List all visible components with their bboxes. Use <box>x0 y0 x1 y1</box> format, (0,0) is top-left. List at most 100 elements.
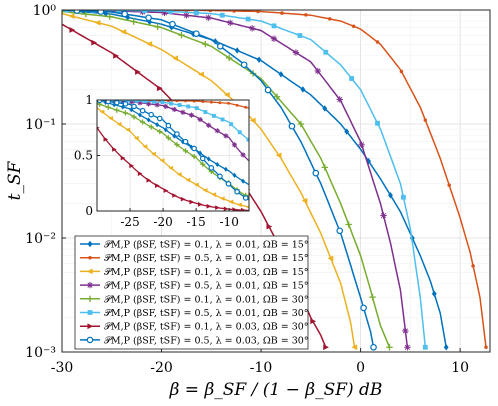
data-point <box>310 318 317 325</box>
inset-series-markers-6 <box>100 100 249 142</box>
data-point <box>160 100 165 105</box>
data-point <box>163 188 169 193</box>
data-point <box>388 192 393 199</box>
data-point <box>177 103 182 107</box>
data-point <box>191 145 197 152</box>
data-point <box>103 137 109 142</box>
data-point <box>323 344 329 351</box>
data-point <box>216 42 224 50</box>
data-point <box>312 169 320 177</box>
data-point <box>225 181 232 187</box>
data-point <box>240 61 248 69</box>
data-point <box>300 86 306 93</box>
data-point <box>134 100 139 103</box>
data-point <box>113 53 119 59</box>
data-point <box>380 212 387 219</box>
data-point <box>327 255 334 262</box>
data-point <box>270 35 278 42</box>
x-tick-label: -10 <box>250 360 273 376</box>
main-series <box>62 10 488 351</box>
data-point <box>322 105 328 112</box>
legend-label: 𝒫M,P (βSF, tSF) = 0.1, λ = 0.03, ΩB = 30… <box>104 322 309 333</box>
data-point <box>129 163 134 169</box>
data-point <box>399 69 404 74</box>
data-point <box>211 192 217 197</box>
data-point <box>116 121 122 127</box>
data-point <box>198 202 203 207</box>
series-3 <box>62 12 358 351</box>
data-point <box>301 197 308 204</box>
data-point <box>73 10 81 14</box>
data-point <box>177 172 182 177</box>
data-point <box>138 112 142 118</box>
data-point <box>223 206 229 211</box>
data-point <box>345 221 352 228</box>
data-point <box>202 187 208 193</box>
data-point <box>105 100 112 105</box>
data-point <box>224 92 230 98</box>
data-point <box>159 158 165 163</box>
legend-item: 𝒫M,P (βSF, tSF) = 0.5, λ = 0.01, ΩB = 30… <box>80 308 309 319</box>
data-point <box>166 100 170 103</box>
y-tick-label: 10⁻³ <box>25 345 56 361</box>
data-point <box>182 148 189 154</box>
y-tick-label: 10⁻² <box>25 231 56 247</box>
legend-items: 𝒫M,P (βSF, tSF) = 0.1, λ = 0.01, ΩB = 15… <box>80 240 309 346</box>
data-point <box>163 127 168 133</box>
data-point <box>140 119 146 125</box>
legend-label: 𝒫M,P (βSF, tSF) = 0.5, λ = 0.03, ΩB = 30… <box>104 335 309 346</box>
data-point <box>275 152 282 159</box>
inset-series-markers-7 <box>97 126 246 211</box>
data-point <box>151 151 156 157</box>
data-point <box>206 156 211 162</box>
data-point <box>443 344 449 351</box>
data-point <box>148 111 155 118</box>
data-point <box>114 107 120 113</box>
data-point <box>351 24 356 29</box>
legend-marker <box>86 281 94 289</box>
legend-item: 𝒫M,P (βSF, tSF) = 0.1, λ = 0.03, ΩB = 15… <box>80 267 309 278</box>
data-point <box>69 27 76 33</box>
data-point <box>264 86 272 94</box>
data-point <box>116 10 122 13</box>
data-point <box>205 14 212 21</box>
data-point <box>401 194 406 200</box>
data-point <box>157 128 163 135</box>
legend-marker <box>88 255 92 260</box>
data-point <box>134 135 139 141</box>
data-point <box>208 10 213 13</box>
data-point <box>232 172 237 178</box>
data-point <box>182 138 189 145</box>
data-point <box>120 104 125 110</box>
data-point <box>120 28 127 35</box>
data-point <box>349 76 355 81</box>
inset-x-tick-label: -20 <box>153 215 172 229</box>
data-point <box>471 264 475 268</box>
data-point <box>484 345 488 350</box>
data-point <box>212 113 216 118</box>
data-point <box>431 290 437 297</box>
data-point <box>163 103 169 110</box>
data-point <box>168 10 173 14</box>
data-point <box>227 101 230 105</box>
data-point <box>62 10 66 15</box>
data-point <box>175 100 179 103</box>
data-point <box>121 10 129 18</box>
data-point <box>135 69 141 75</box>
data-point <box>223 166 228 172</box>
data-point <box>172 55 179 62</box>
data-point <box>375 40 380 44</box>
data-point <box>248 25 256 32</box>
data-point <box>297 120 305 128</box>
data-point <box>146 177 152 183</box>
inset-x-tick-label: -10 <box>220 215 239 229</box>
data-point <box>245 205 249 209</box>
data-point <box>145 14 152 22</box>
data-point <box>172 193 177 198</box>
legend-marker <box>87 323 94 330</box>
legend-marker <box>87 240 93 248</box>
inset-y-tick-label: 0.5 <box>74 149 93 163</box>
data-point <box>351 344 358 351</box>
